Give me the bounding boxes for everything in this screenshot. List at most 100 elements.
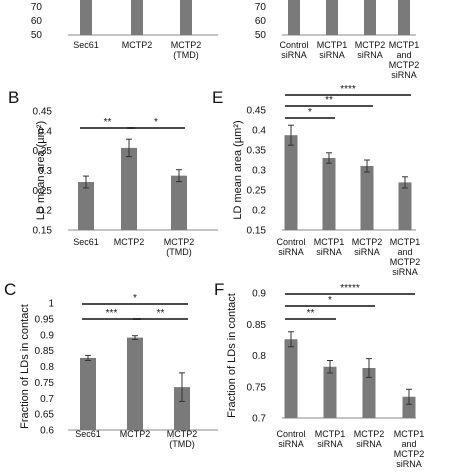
x-tick-label: (TMD) [166, 247, 192, 257]
y-tick-label: 0.45 [247, 106, 267, 117]
x-tick-label: MCTP1 [394, 429, 425, 439]
x-tick-label: and [401, 439, 416, 449]
y-tick-label: 0.95 [35, 314, 55, 325]
x-tick-label: siRNA [356, 439, 382, 449]
x-tick-label: MCTP2 [390, 257, 421, 267]
y-tick-label: 0.45 [33, 107, 53, 118]
y-axis-label: Fraction of LDs in contact [19, 304, 31, 429]
y-axis-label: Fraction of LDs in contact [226, 293, 238, 418]
bar [398, 182, 412, 230]
x-tick-label: MCTP2 [167, 429, 198, 439]
significance-label: * [154, 117, 158, 128]
y-tick-label: 60 [255, 16, 267, 27]
x-tick-label: siRNA [281, 50, 307, 60]
x-tick-label: MCTP1 [315, 429, 346, 439]
x-tick-label: MCTP2 [171, 40, 202, 50]
x-tick-label: siRNA [319, 50, 345, 60]
bar [323, 366, 337, 418]
y-tick-label: 0.8 [40, 362, 54, 373]
significance-label: ** [104, 117, 112, 128]
x-tick-label: Sec61 [73, 237, 99, 247]
y-tick-label: 0.65 [35, 410, 55, 421]
significance-label: ** [157, 308, 165, 319]
y-tick-label: 0.25 [247, 186, 267, 197]
x-tick-label: MCTP2 [394, 449, 425, 459]
x-tick-label: MCTP2 [352, 237, 383, 247]
y-tick-label: 0.85 [247, 320, 267, 331]
chart-panel-b: 0.15 0.2 0.25 0.3 0.35 0.4 0.45 Sec61 MCTP2 MCTP2… [8, 88, 218, 257]
x-tick-label: MCTP2 [389, 60, 420, 70]
x-tick-label: and [396, 50, 411, 60]
y-axis-label: LD mean area (µm²) [35, 121, 47, 220]
x-tick-label: MCTP2 [122, 40, 153, 50]
x-tick-label: MCTP2 [120, 429, 151, 439]
y-tick-label: 0.3 [38, 166, 52, 177]
bar [121, 147, 137, 230]
bar [171, 175, 187, 230]
x-tick-label: siRNA [391, 70, 417, 80]
panel-label: F [214, 280, 224, 299]
panel-label: C [4, 280, 16, 299]
chart-panel-f: 0.70.750.80.850.9ControlsiRNAMCTP1siRNAM… [214, 280, 424, 469]
x-tick-label: MCTP1 [317, 40, 348, 50]
x-tick-label: MCTP2 [164, 237, 195, 247]
x-tick-label: Control [276, 429, 305, 439]
y-tick-label: 0.7 [252, 414, 266, 425]
y-tick-label: 0.15 [247, 226, 267, 237]
bar [284, 135, 298, 230]
x-tick-label: Control [276, 237, 305, 247]
y-tick-label: 0.4 [252, 126, 266, 137]
x-tick-label: siRNA [278, 247, 304, 257]
bar [402, 396, 416, 418]
bar [322, 158, 336, 230]
x-tick-label: MCTP2 [114, 237, 145, 247]
x-tick-label: MCTP1 [390, 237, 421, 247]
x-tick-label: (TMD) [169, 439, 195, 449]
x-tick-label: (TMD) [173, 50, 199, 60]
y-tick-label: 0.25 [33, 186, 53, 197]
y-axis-label: LD mean area (µm²) [232, 120, 244, 219]
y-tick-label: 0.75 [247, 382, 267, 393]
y-tick-label: 0.9 [40, 330, 54, 341]
significance-label: ** [307, 308, 315, 319]
y-tick-label: 70 [31, 2, 43, 13]
x-tick-label: MCTP2 [355, 40, 386, 50]
bar [80, 0, 92, 35]
bar [180, 0, 192, 35]
x-tick-label: siRNA [354, 247, 380, 257]
y-tick-label: 0.2 [252, 206, 266, 217]
x-tick-label: MCTP1 [314, 237, 345, 247]
panel-label: B [8, 88, 19, 107]
x-tick-label: siRNA [396, 459, 422, 469]
x-tick-label: siRNA [278, 439, 304, 449]
x-tick-label: siRNA [316, 247, 342, 257]
y-tick-label: 50 [255, 30, 267, 41]
y-tick-label: 0.2 [38, 206, 52, 217]
y-tick-label: 0.7 [40, 394, 54, 405]
significance-label: *** [106, 308, 118, 319]
y-tick-label: 0.35 [33, 146, 53, 157]
y-tick-label: 70 [255, 2, 267, 13]
significance-label: * [133, 293, 137, 304]
bar [360, 166, 374, 230]
bar [364, 0, 376, 35]
x-tick-label: Sec61 [73, 40, 99, 50]
x-tick-label: MCTP1 [389, 40, 420, 50]
significance-label: * [308, 107, 312, 118]
bar [326, 0, 338, 35]
x-tick-label: Control [279, 40, 308, 50]
y-tick-label: 0.85 [35, 346, 55, 357]
bar [80, 357, 96, 430]
significance-label: **** [340, 84, 356, 95]
x-tick-label: MCTP2 [354, 429, 385, 439]
y-tick-label: 0.75 [35, 378, 55, 389]
x-tick-label: and [397, 247, 412, 257]
chart-panel-e: 0.150.20.250.30.350.40.45ControlsiRNAMCT… [212, 84, 420, 277]
x-tick-label: siRNA [317, 439, 343, 449]
bar [284, 339, 298, 418]
bar [127, 337, 143, 430]
y-tick-label: 0.6 [40, 426, 54, 437]
bar [174, 387, 190, 430]
